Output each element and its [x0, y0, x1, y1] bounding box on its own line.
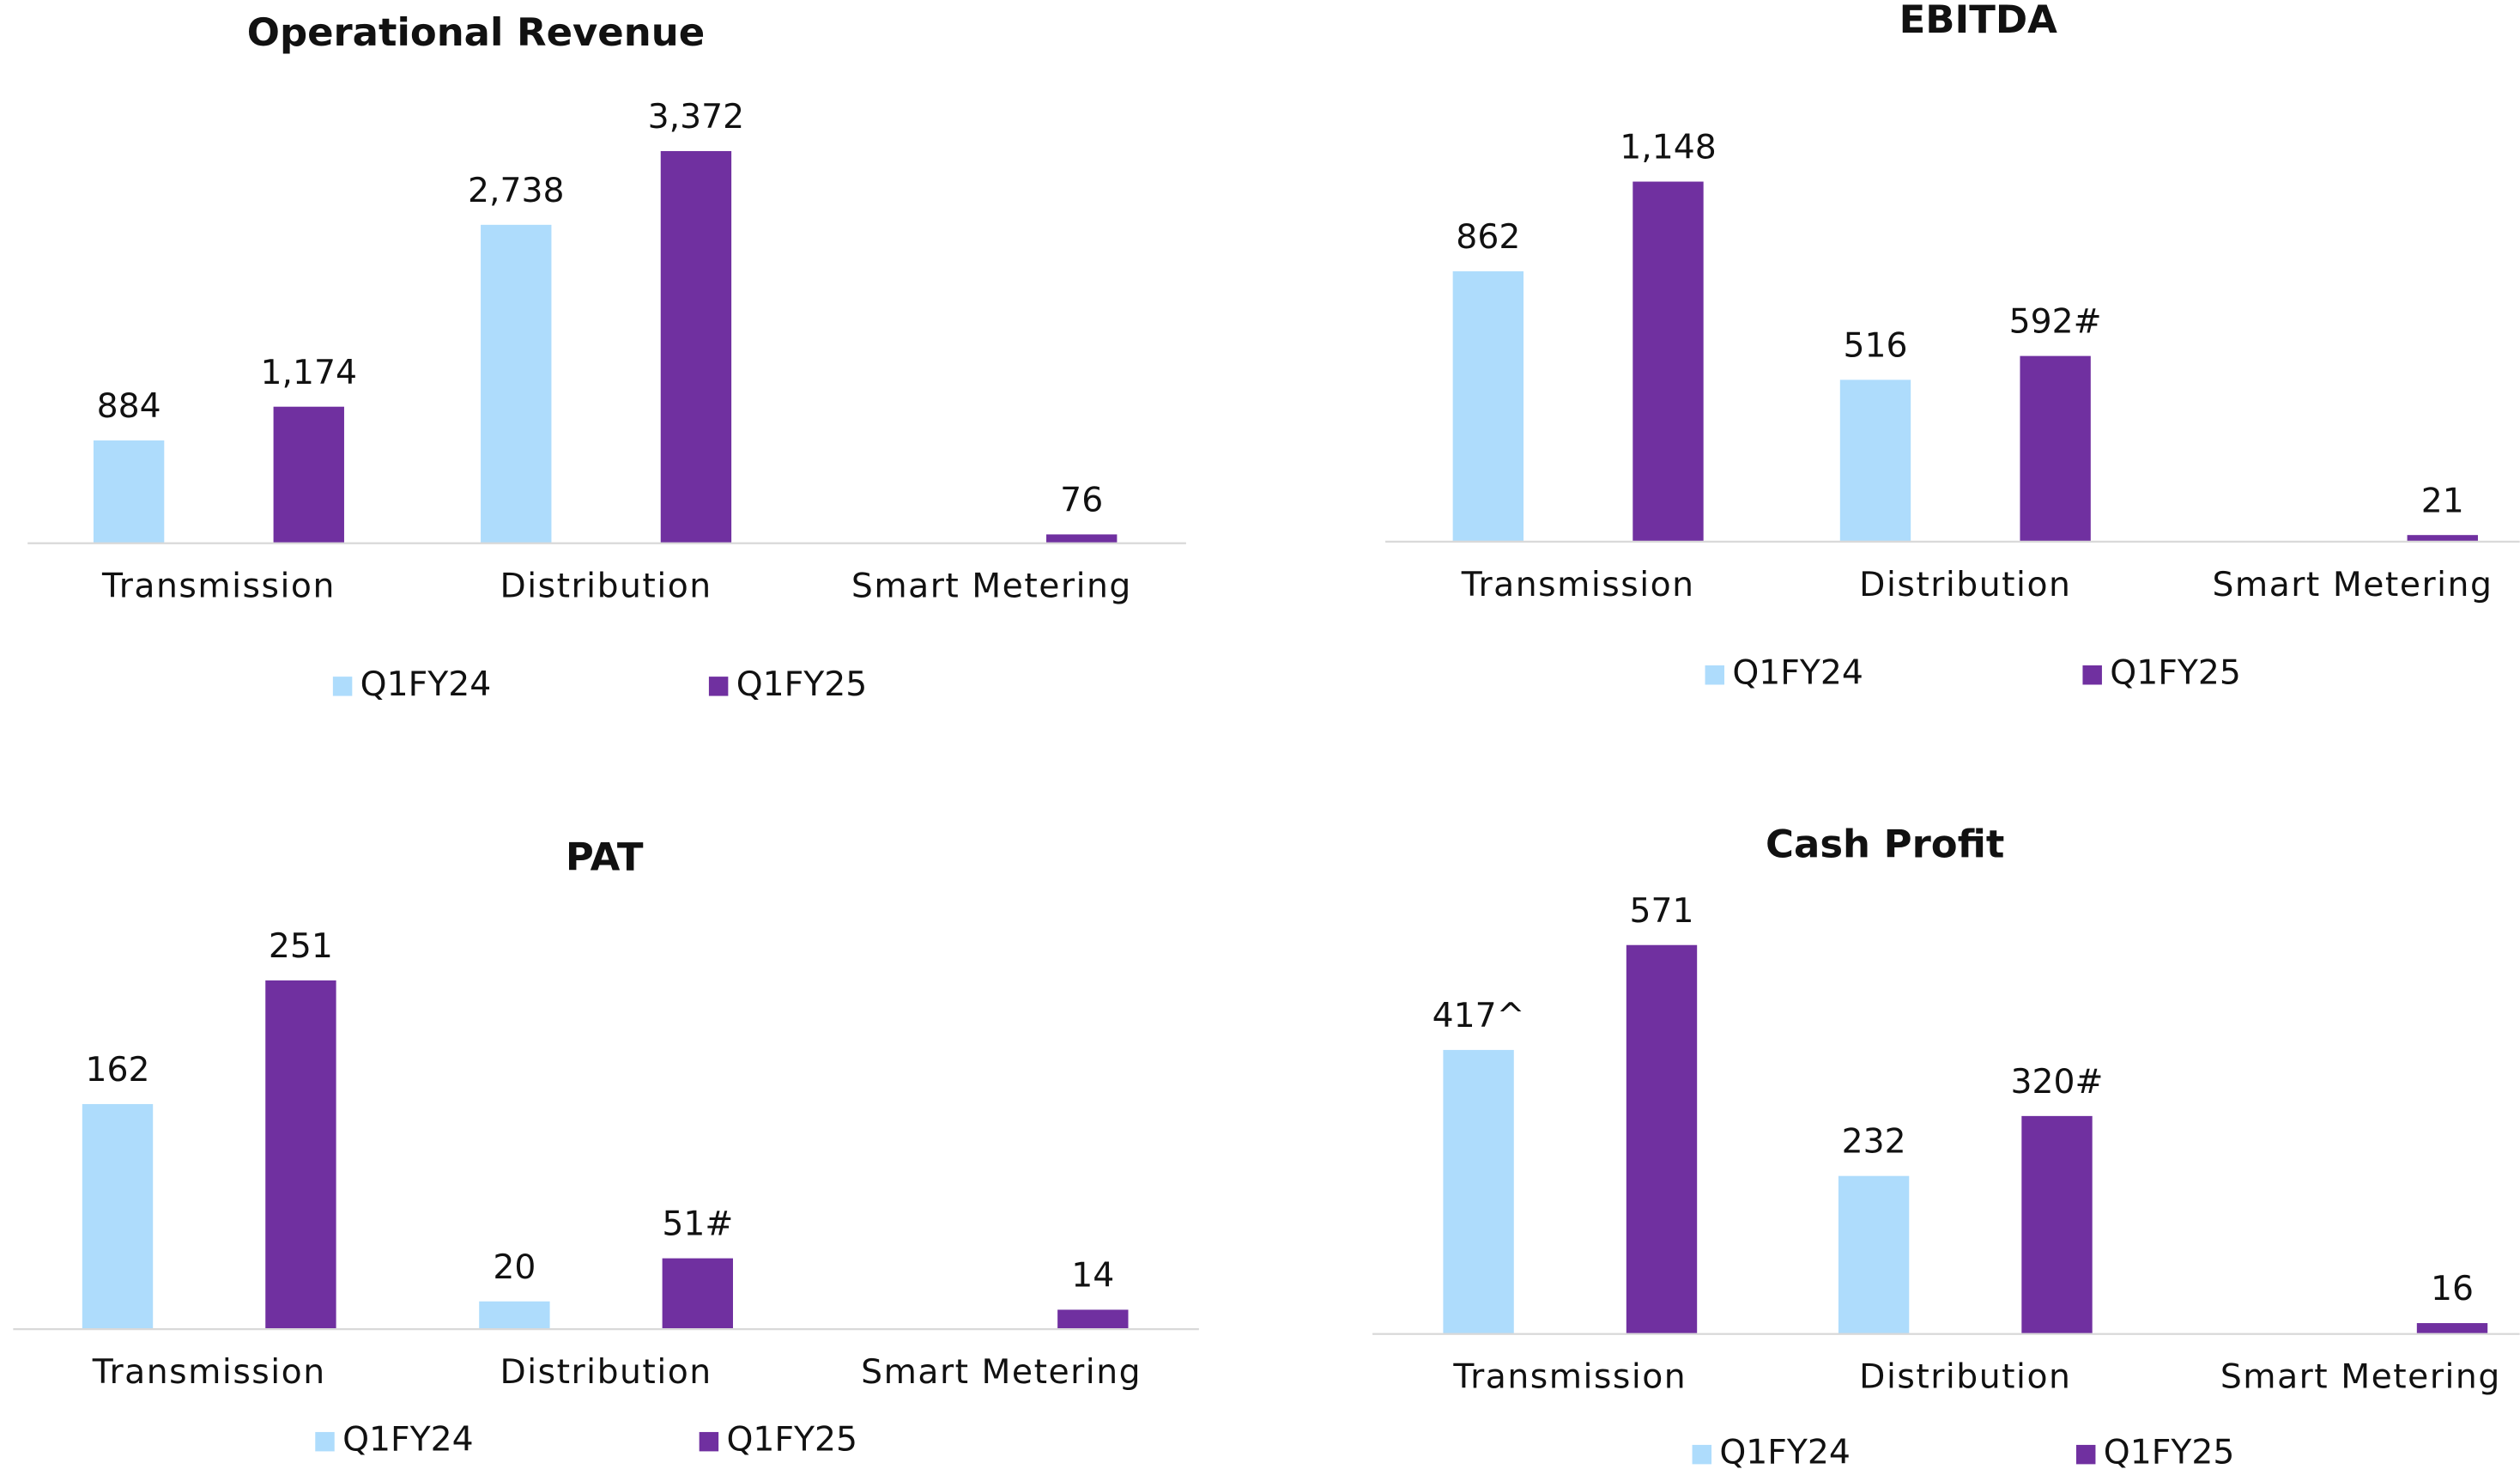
chart-title: Cash Profit: [1766, 822, 2004, 867]
data-label: 571: [1629, 892, 1693, 931]
bar: [481, 224, 552, 543]
legend-label: Q1FY24: [342, 1421, 474, 1460]
legend-swatch: [1705, 665, 1725, 685]
bar: [1838, 1175, 1910, 1334]
bar: [2020, 355, 2091, 542]
category-label: Smart Metering: [2220, 1358, 2501, 1397]
bar: [662, 1258, 733, 1330]
data-label: 592#: [2009, 303, 2102, 342]
legend-label: Q1FY25: [726, 1421, 857, 1460]
legend-label: Q1FY24: [360, 665, 492, 704]
chart-title: Operational Revenue: [247, 9, 705, 55]
category-label: Smart Metering: [851, 568, 1132, 606]
bar: [2407, 535, 2478, 542]
data-label: 20: [493, 1248, 536, 1287]
data-label: 14: [1071, 1257, 1114, 1296]
category-label: Smart Metering: [2212, 566, 2493, 604]
category-label: Smart Metering: [861, 1353, 1142, 1392]
data-label: 2,738: [468, 172, 565, 210]
bar: [1839, 379, 1911, 542]
bar: [265, 980, 336, 1330]
data-label: 417^: [1433, 997, 1525, 1035]
chart-title: PAT: [566, 835, 644, 880]
data-label: 162: [86, 1051, 150, 1090]
data-label: 320#: [2011, 1063, 2104, 1102]
bar: [660, 150, 732, 543]
legend-label: Q1FY25: [2104, 1434, 2235, 1469]
category-label: Transmission: [1452, 1358, 1687, 1397]
data-label: 251: [269, 927, 333, 966]
bar: [1046, 534, 1118, 543]
category-label: Distribution: [1859, 1358, 2071, 1397]
bar: [2416, 1323, 2488, 1334]
data-label: 1,174: [261, 354, 358, 392]
category-label: Transmission: [1461, 566, 1695, 604]
chart-title: EBITDA: [1899, 0, 2058, 42]
bar: [1452, 271, 1524, 542]
bar: [93, 440, 165, 543]
data-label: 51#: [662, 1205, 733, 1244]
category-label: Distribution: [1859, 566, 2071, 604]
data-label: 76: [1060, 481, 1103, 519]
bar: [82, 1103, 154, 1330]
data-label: 884: [97, 387, 161, 426]
data-label: 516: [1843, 326, 1907, 365]
legend-swatch: [2075, 1444, 2096, 1465]
bar: [1443, 1049, 1514, 1334]
data-label: 3,372: [648, 98, 745, 137]
bar: [479, 1301, 550, 1330]
data-label: 862: [1456, 218, 1520, 257]
legend-swatch: [708, 677, 729, 696]
category-label: Distribution: [500, 568, 712, 606]
legend-swatch: [315, 1431, 335, 1452]
legend-swatch: [2082, 665, 2102, 685]
legend-label: Q1FY25: [736, 665, 868, 704]
category-label: Transmission: [92, 1353, 326, 1392]
legend-label: Q1FY24: [1732, 654, 1863, 693]
bar: [1057, 1309, 1129, 1330]
legend-swatch: [332, 677, 353, 696]
category-label: Distribution: [500, 1353, 712, 1392]
bar: [2021, 1115, 2093, 1334]
legend-swatch: [699, 1431, 719, 1452]
legend-label: Q1FY25: [2110, 654, 2241, 693]
data-label: 16: [2431, 1270, 2474, 1308]
data-label: 232: [1842, 1123, 1906, 1162]
bar: [1633, 181, 1704, 542]
data-label: 1,148: [1620, 129, 1717, 167]
data-label: 21: [2421, 482, 2464, 520]
category-label: Transmission: [101, 568, 336, 606]
legend-label: Q1FY24: [1719, 1434, 1851, 1469]
legend-swatch: [1692, 1444, 1712, 1465]
bar: [1626, 944, 1698, 1334]
bar: [273, 406, 344, 543]
